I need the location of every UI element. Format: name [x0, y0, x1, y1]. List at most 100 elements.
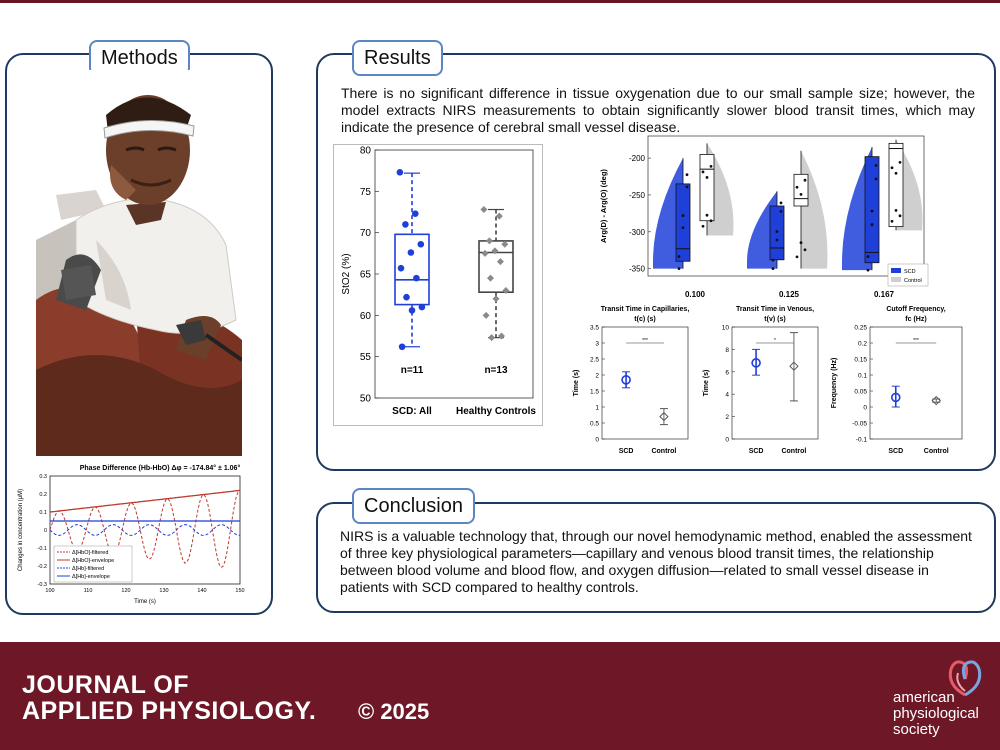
small-chart-y-tick-label: 1: [595, 405, 599, 412]
mean-point: [890, 392, 901, 403]
sto2-point: [492, 295, 500, 303]
phase-x-tick-label: 120: [121, 588, 130, 594]
phase-x-tick-label: 130: [159, 588, 168, 594]
sto2-point: [407, 249, 415, 256]
arg-control-point: [705, 176, 709, 179]
sto2-point: [491, 247, 499, 255]
sto2-box: [394, 233, 430, 306]
sto2-point: [402, 221, 409, 228]
phase-y-tick-label: -0.3: [38, 582, 47, 588]
sto2-point: [495, 212, 503, 220]
sto2-y-tick-label: 70: [360, 228, 372, 239]
journal-line-1: JOURNAL OF: [22, 671, 190, 699]
arg-scd-point: [870, 223, 874, 226]
significance-label: ***: [642, 338, 648, 344]
mean-point: [931, 395, 941, 406]
arg-x-label-2: 0.167: [874, 290, 895, 299]
copyright-text: © 2025: [358, 699, 430, 724]
arg-control-point: [890, 219, 894, 223]
sto2-point: [408, 307, 416, 314]
arg-scd-violin: [653, 158, 683, 269]
arg-control-point: [701, 224, 705, 228]
small-chart-y-tick-label: 0: [725, 437, 729, 444]
sto2-n-control: n=13: [484, 365, 508, 376]
small-chart-y-tick-label: 0.15: [854, 357, 867, 364]
arg-control-box: [699, 154, 715, 222]
hb-filtered-line: [49, 524, 241, 536]
small-chart-y-tick-label: 0.05: [854, 389, 867, 396]
mean-point: [789, 361, 799, 371]
arg-control-point: [701, 170, 705, 174]
arg-scd-point: [775, 238, 779, 242]
arg-control-point: [799, 192, 803, 196]
sto2-point: [488, 334, 496, 342]
arg-control-point: [894, 208, 898, 212]
arg-scd-point: [779, 201, 783, 205]
small-chart-y-tick-label: 4: [725, 392, 729, 399]
arg-scd-point: [677, 267, 681, 271]
small-chart-title-line-2: fc (Hz): [905, 316, 926, 323]
arg-scd-point: [874, 164, 878, 167]
small-chart-plot-area: [869, 326, 963, 440]
sto2-y-tick-label: 65: [360, 270, 372, 281]
arg-control-point: [898, 160, 902, 164]
arg-legend: SCD Control: [887, 263, 929, 287]
arg-scd-violin: [842, 147, 872, 271]
arg-scd-point: [775, 230, 779, 233]
arg-control-point: [890, 166, 894, 170]
arg-control-point: [709, 219, 713, 223]
arg-control-point: [894, 171, 898, 175]
phase-y-tick-label: -0.1: [38, 546, 47, 552]
phase-y-tick-label: 0.3: [39, 474, 47, 480]
small-chart-title-line-2: t(c) (s): [634, 316, 655, 323]
sto2-point: [396, 169, 404, 176]
sto2-x-label-control: Healthy Controls: [456, 406, 536, 417]
arg-scd-box: [675, 183, 691, 262]
sto2-y-tick-label: 55: [360, 352, 372, 363]
small-chart-title-line-1: Transit Time in Venous,: [736, 306, 814, 313]
arg-scd-point: [870, 209, 874, 213]
arg-control-point: [803, 248, 807, 252]
sto2-x-label-scd: SCD: All: [392, 406, 432, 417]
arg-scd-point: [771, 258, 775, 262]
arg-x-label-1: 0.125: [779, 290, 800, 299]
small-chart-y-tick-label: 0.1: [858, 373, 867, 380]
small-chart-y-tick-label: 3: [595, 341, 599, 348]
small-chart-y-tick-label: 1.5: [590, 389, 599, 396]
sto2-y-ticks: 80 75 70 65 60 55 50: [360, 146, 379, 405]
arg-control-point: [898, 214, 902, 218]
sto2-point: [481, 249, 489, 257]
small-chart-x-label: Control: [924, 448, 949, 455]
sto2-point: [403, 293, 410, 301]
journal-line-2: APPLIED PHYSIOLOGY.: [22, 697, 317, 725]
society-line-1: american: [893, 689, 955, 706]
phase-y-tick-label: 0.1: [39, 510, 47, 516]
society-line-3: society: [893, 721, 940, 738]
sto2-point: [501, 240, 509, 248]
arg-scd-violin: [747, 191, 777, 269]
results-title: Results: [352, 40, 443, 76]
arg-boxes: [653, 139, 923, 272]
arg-control-point: [705, 213, 709, 217]
arg-scd-point: [685, 173, 689, 177]
significance-label: ***: [913, 338, 919, 344]
arg-scd-point: [771, 267, 775, 271]
arg-scd-point: [866, 255, 870, 258]
arg-control-box: [888, 142, 904, 228]
sto2-point: [485, 237, 493, 245]
hbo-envelope-line: [49, 489, 241, 513]
phase-x-tick-label: 150: [235, 588, 244, 594]
small-chart-y-tick-label: 0: [595, 437, 599, 444]
legend-hbo-filtered: Δ[HbO]-filtered: [72, 550, 108, 556]
small-chart-y-label: Time (s): [573, 370, 580, 397]
arg-legend-control: Control: [904, 278, 922, 284]
small-chart-title-line-1: Cutoff Frequency,: [886, 306, 945, 313]
society-line-2: physiological: [893, 705, 979, 722]
legend-hb-envelope: Δ[Hb]-envelope: [72, 574, 110, 580]
small-chart-y-tick-label: 0.5: [590, 421, 599, 428]
sto2-y-tick-label: 50: [360, 394, 372, 405]
sto2-point: [487, 274, 494, 282]
arg-y-label: Arg(D) - Arg(O) (deg): [599, 169, 608, 243]
small-chart-x-label: Control: [781, 448, 806, 455]
sto2-n-scd: n=11: [401, 365, 424, 376]
